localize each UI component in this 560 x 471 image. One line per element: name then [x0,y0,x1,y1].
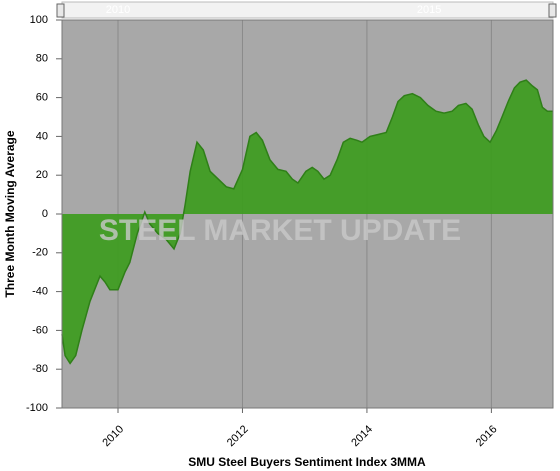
y-tick-label: -80 [32,363,48,375]
y-tick-label: 100 [30,14,48,26]
y-tick-label: 80 [36,53,48,65]
area [62,80,553,364]
navigator-tick-label: 2015 [417,4,441,16]
y-tick-label: 0 [42,208,48,220]
navigator-handle[interactable] [56,3,65,18]
plot-area [61,20,553,408]
line [61,79,553,365]
x-tick-label: 2014 [349,423,375,449]
navigator-tick-label: 2010 [106,4,130,16]
plot-border [61,19,554,409]
y-axis-title: Three Month Moving Average [3,130,17,297]
y-tick-label: -20 [32,247,48,259]
x-axis-title: SMU Steel Buyers Sentiment Index 3MMA [188,455,426,469]
y-tick-label: 40 [36,130,48,142]
x-tick-label: 2012 [225,423,251,449]
y-tick-label: -100 [26,402,48,414]
y-tick-label: 60 [36,92,48,104]
navigator-handle[interactable] [548,3,557,18]
y-tick-label: -60 [32,324,48,336]
y-tick-label: 20 [36,169,48,181]
navigator[interactable] [61,1,554,19]
x-tick-label: 2010 [100,423,126,449]
watermark: STEEL MARKET UPDATE [99,214,461,247]
x-tick-label: 2016 [474,423,500,449]
y-tick-label: -40 [32,286,48,298]
